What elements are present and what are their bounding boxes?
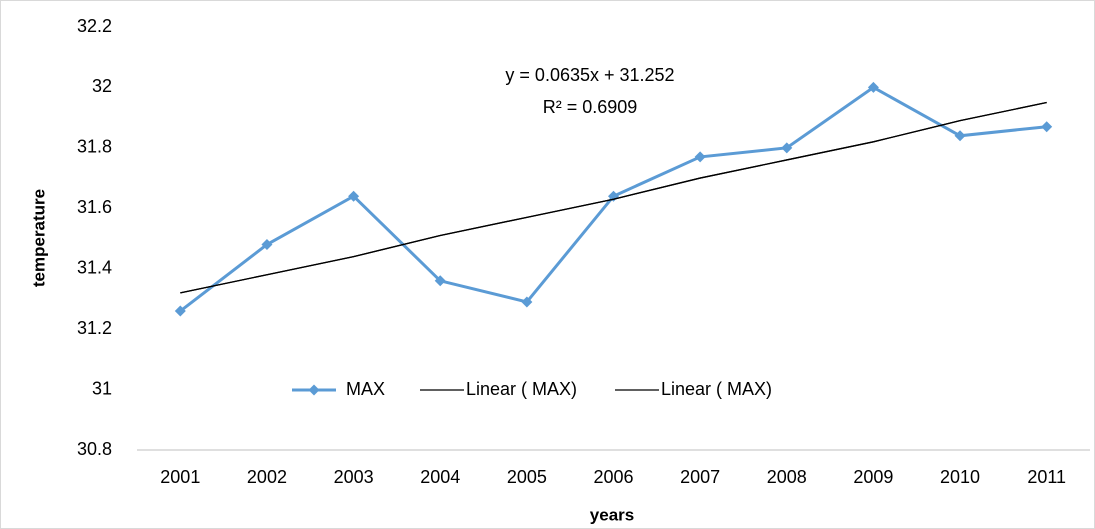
x-tick-label: 2004 (420, 467, 460, 487)
y-tick-label: 32 (92, 76, 112, 96)
y-tick-label: 31.8 (77, 137, 112, 157)
x-axis-label: years (590, 505, 634, 524)
legend-label: MAX (346, 379, 385, 399)
data-marker (521, 296, 533, 308)
data-marker (174, 305, 186, 317)
data-marker (781, 142, 793, 154)
data-marker (1041, 121, 1053, 133)
legend-label: Linear ( MAX) (661, 379, 772, 399)
y-tick-label: 31.4 (77, 257, 112, 277)
data-marker (261, 239, 273, 251)
data-marker (867, 81, 879, 93)
y-tick-label: 31.2 (77, 318, 112, 338)
x-tick-label: 2009 (853, 467, 893, 487)
y-tick-label: 31 (92, 378, 112, 398)
trend-line (180, 101, 1047, 294)
x-tick-label: 2011 (1027, 467, 1066, 487)
data-marker (348, 190, 360, 202)
data-marker (434, 275, 446, 287)
x-tick-label: 2003 (334, 467, 374, 487)
y-axis-label: temperature (29, 189, 48, 287)
legend-marker (308, 384, 320, 396)
y-tick-label: 30.8 (77, 439, 112, 459)
x-tick-label: 2002 (247, 467, 287, 487)
y-tick-label: 32.2 (77, 16, 112, 36)
data-marker (694, 151, 706, 163)
trend-equation: y = 0.0635x + 31.252 (505, 65, 674, 85)
x-tick-label: 2007 (680, 467, 720, 487)
x-tick-label: 2005 (507, 467, 547, 487)
data-marker (954, 130, 966, 142)
y-tick-label: 31.6 (77, 197, 112, 217)
trend-r2: R² = 0.6909 (543, 97, 638, 117)
x-tick-label: 2008 (767, 467, 807, 487)
x-tick-label: 2010 (940, 467, 980, 487)
legend-label: Linear ( MAX) (466, 379, 577, 399)
x-tick-label: 2006 (593, 467, 633, 487)
x-tick-label: 2001 (160, 467, 200, 487)
